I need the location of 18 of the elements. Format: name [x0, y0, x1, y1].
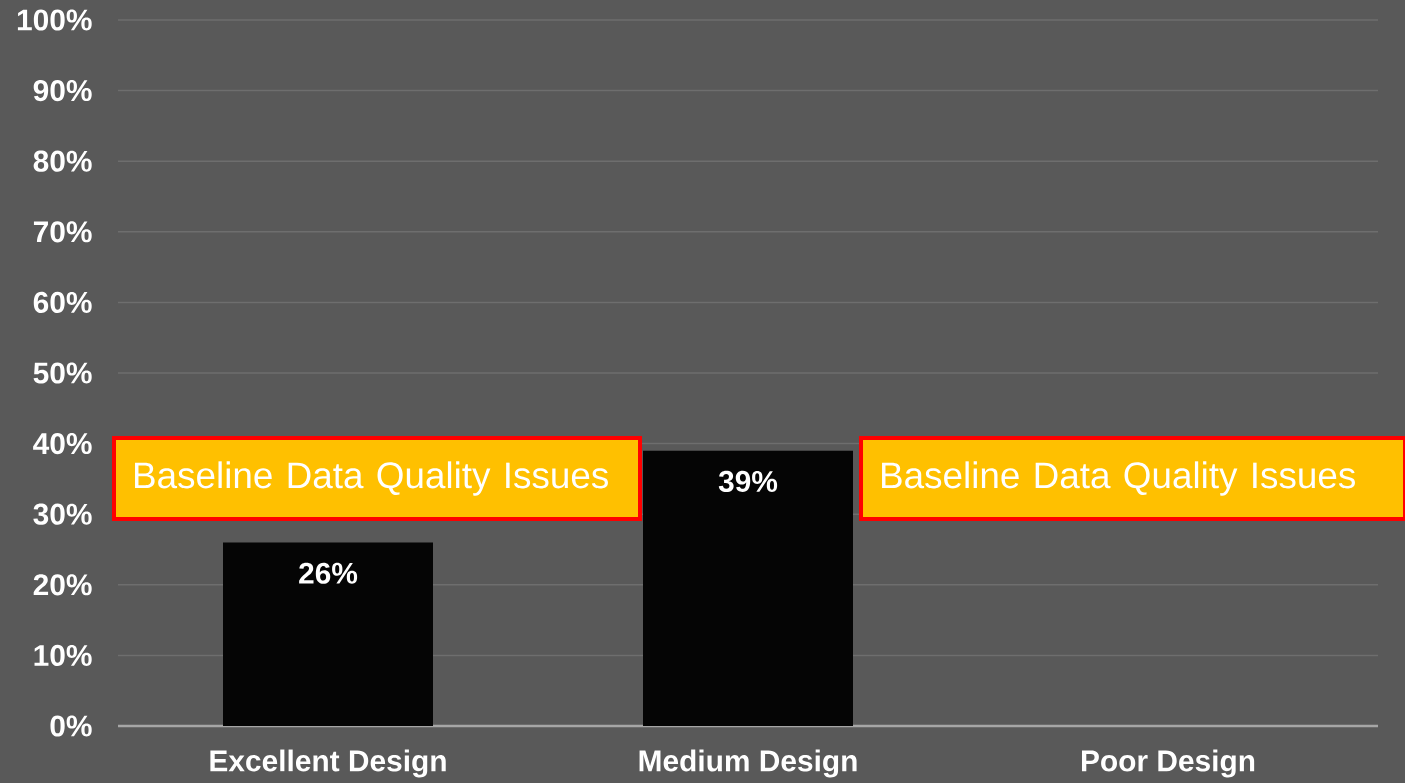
y-tick-label: 10% — [34, 644, 92, 666]
x-tick-label: Medium Design — [639, 749, 857, 778]
y-tick-label: 60% — [33, 291, 92, 313]
x-tick-label: Excellent Design — [210, 749, 446, 778]
y-tick-label: 40% — [33, 433, 92, 455]
annotation: Baseline Data Quality Issues — [882, 461, 1355, 496]
y-tick-label: 70% — [33, 221, 92, 243]
y-tick-label: 30% — [33, 503, 92, 525]
y-tick-label: 100% — [17, 9, 92, 31]
y-tick-label: 50% — [33, 362, 92, 384]
data-label: 39% — [718, 470, 778, 493]
y-tick-label: 20% — [33, 574, 92, 596]
annotation: Baseline Data Quality Issues — [135, 461, 608, 496]
y-tick-label: 80% — [33, 150, 92, 172]
x-tick-label: Poor Design — [1081, 749, 1255, 778]
y-tick-label: 0% — [50, 715, 92, 737]
data-label: 26% — [299, 562, 358, 584]
y-tick-label: 90% — [33, 80, 92, 102]
